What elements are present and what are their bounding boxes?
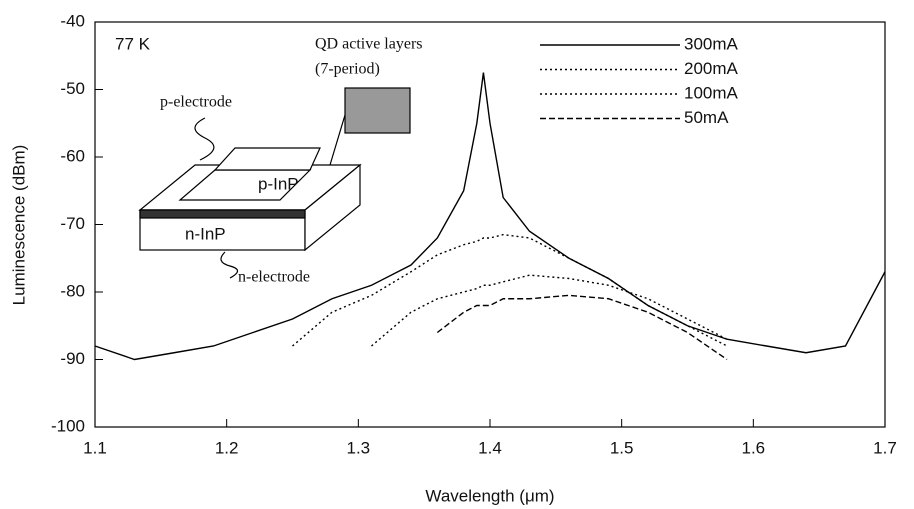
x-tick-label: 1.5: [610, 438, 634, 457]
y-tick-label: -90: [60, 349, 85, 368]
inset-label: p-electrode: [160, 94, 232, 111]
series-line: [371, 274, 728, 347]
y-tick-label: -100: [51, 416, 85, 435]
inset-label: n-electrode: [238, 269, 310, 286]
legend-label: 100mA: [684, 83, 739, 102]
p-wire: [194, 117, 215, 161]
inset-label: (7-period): [315, 61, 380, 78]
x-tick-label: 1.3: [347, 438, 371, 457]
pointer: [329, 114, 346, 166]
ridge: [213, 147, 321, 171]
x-axis-label: Wavelength (μm): [425, 486, 554, 505]
x-tick-label: 1.7: [873, 438, 897, 457]
y-tick-label: -60: [60, 146, 85, 165]
y-tick-label: -40: [60, 11, 85, 30]
legend-label: 300mA: [684, 34, 739, 53]
inset-label: n-InP: [185, 224, 226, 243]
qd-pattern: [344, 87, 411, 134]
legend-label: 50mA: [684, 108, 729, 127]
x-tick-label: 1.2: [215, 438, 239, 457]
series-line: [94, 72, 886, 361]
x-tick-label: 1.6: [742, 438, 766, 457]
inset-label: QD active layers: [315, 36, 423, 53]
series-line: [436, 294, 728, 361]
inset-label: p-InP: [258, 174, 299, 193]
y-tick-label: -50: [60, 79, 85, 98]
y-tick-label: -70: [60, 214, 85, 233]
n-wire: [220, 251, 239, 279]
active-layer: [139, 209, 306, 219]
temperature-label: 77 K: [115, 34, 151, 53]
y-tick-label: -80: [60, 281, 85, 300]
y-axis-label: Luminescence (dBm): [9, 145, 28, 306]
x-tick-label: 1.1: [83, 438, 107, 457]
x-tick-label: 1.4: [478, 438, 502, 457]
legend-label: 200mA: [684, 59, 739, 78]
inset-diagram: [138, 87, 411, 279]
series-line: [292, 233, 728, 347]
device-side: [304, 163, 361, 252]
